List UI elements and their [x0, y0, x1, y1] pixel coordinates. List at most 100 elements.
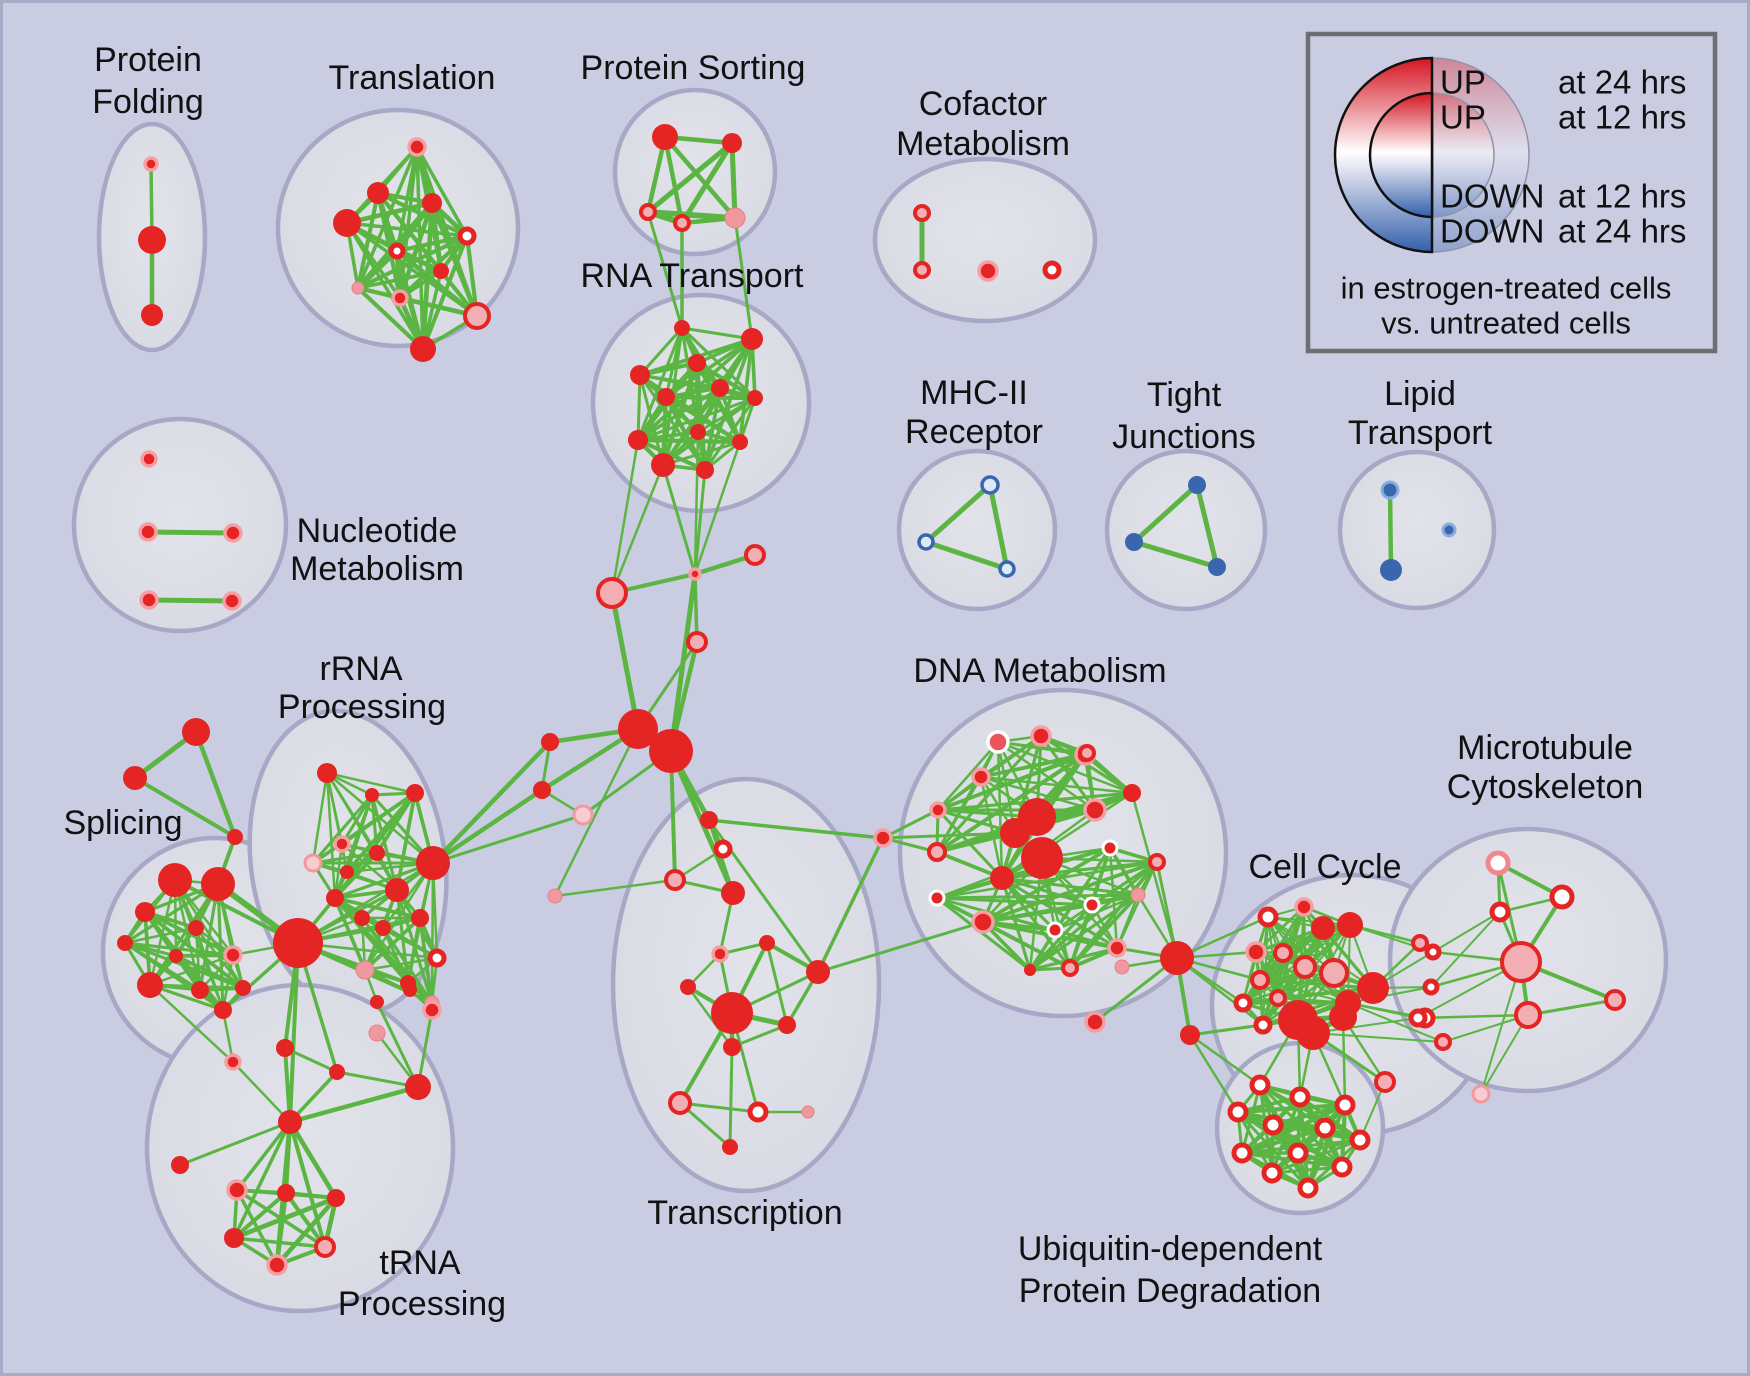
gene-node-ub1: [1249, 1074, 1271, 1096]
edge-line: [1442, 1014, 1529, 1043]
edge-line: [1130, 791, 1179, 960]
gene-node-sp6: [169, 949, 183, 963]
legend-row-time-3: at 24 hrs: [1558, 213, 1686, 250]
gene-node-rr2: [365, 788, 379, 802]
gene-node-tc10: [711, 992, 753, 1034]
edge-line: [923, 539, 1010, 572]
gene-node-rt11: [651, 453, 675, 477]
gene-node-rr15: [355, 960, 375, 980]
edge-line: [730, 1023, 789, 1049]
edge-line: [635, 437, 743, 445]
edge-line: [1259, 979, 1349, 1004]
gene-node-rr1: [317, 763, 337, 783]
edge-line: [987, 482, 1010, 572]
edge-line: [363, 956, 439, 972]
edge-line: [1526, 998, 1617, 1017]
edge-line: [345, 221, 425, 351]
gene-node-rt6: [657, 388, 675, 406]
edge-line: [1194, 482, 1220, 570]
gene-node-cy10: [1250, 970, 1270, 990]
gene-node-tn6: [368, 1024, 386, 1042]
gene-node-rt2: [741, 328, 763, 350]
edge-line: [133, 776, 237, 839]
gene-node-dm11: [1101, 839, 1119, 857]
cluster-ellipse-cofactor-metabolism: [872, 156, 1098, 324]
gene-node-tn4: [403, 983, 417, 997]
edge-line: [146, 597, 235, 604]
gene-node-tl7: [433, 263, 449, 279]
edge-line: [935, 734, 1043, 854]
gene-node-rt1: [674, 320, 690, 336]
gene-node-sp5: [117, 935, 133, 951]
edge-line: [661, 463, 697, 576]
edge-line: [381, 926, 434, 1005]
gene-node-ch3: [572, 804, 594, 826]
edge-line: [143, 910, 235, 957]
edge-line: [287, 1119, 339, 1201]
gene-node-st2: [123, 766, 147, 790]
edge-line: [923, 482, 993, 545]
edge-line: [678, 1101, 760, 1114]
edge-line: [1480, 961, 1522, 1095]
gene-node-tc14: [747, 1101, 769, 1123]
gene-node-hb1: [618, 709, 658, 749]
edge-line: [145, 529, 236, 536]
edge-line: [1296, 1138, 1362, 1155]
gene-node-ps4: [673, 214, 691, 232]
gene-node-cy12: [1233, 993, 1253, 1013]
edge-line: [703, 337, 754, 472]
edge-line: [231, 1060, 292, 1124]
edge-line: [311, 851, 379, 865]
gene-node-rr7: [340, 865, 354, 879]
cluster-label-protein-sorting: Protein Sorting: [581, 49, 806, 87]
gene-node-rr6: [369, 845, 385, 861]
cluster-label-rrna-processing: Processing: [278, 688, 446, 726]
edge-line: [636, 373, 642, 442]
gene-node-cy2: [1294, 897, 1314, 917]
gene-node-mt5: [1514, 1001, 1542, 1029]
gene-node-mt4: [1500, 941, 1542, 983]
gene-node-rr3: [406, 784, 424, 802]
edge-line: [707, 818, 885, 840]
gene-node-tl1: [407, 137, 427, 157]
gene-node-cn1: [1160, 941, 1194, 975]
gene-node-dm9: [927, 842, 947, 862]
gene-node-dm10: [990, 866, 1014, 890]
gene-node-rt3: [688, 354, 706, 372]
gene-node-dm12: [928, 889, 946, 907]
cluster-label-microtubule-cytoskeleton: Cytoskeleton: [1447, 768, 1644, 806]
gene-node-dm6: [1123, 784, 1141, 802]
gene-node-dm24: [1084, 1011, 1106, 1033]
edge-line: [636, 337, 754, 442]
edge-line: [663, 394, 758, 401]
gene-node-cy14: [1253, 1015, 1273, 1035]
gene-node-dm20: [1061, 959, 1079, 977]
edge-line: [693, 468, 707, 576]
edge-line: [661, 440, 742, 467]
edge-line: [231, 1195, 339, 1241]
gene-node-pf2: [138, 226, 166, 254]
gene-node-ub7: [1349, 1129, 1371, 1151]
gene-node-ub9: [1287, 1142, 1309, 1164]
edge-line: [231, 1190, 289, 1241]
gene-node-sp4: [188, 920, 204, 936]
edge-line: [661, 396, 757, 467]
gene-node-sp8: [137, 972, 163, 998]
cluster-label-splicing: Splicing: [63, 804, 182, 842]
gene-node-dm22: [1148, 853, 1166, 871]
gene-node-cy7: [1293, 955, 1317, 979]
gene-node-rt12: [696, 461, 714, 479]
gene-node-dm13: [971, 910, 995, 934]
edge-line: [355, 248, 400, 291]
gene-node-tc6: [711, 945, 729, 963]
gene-node-tj1: [1188, 476, 1206, 494]
gene-node-tc4: [547, 888, 563, 904]
gene-node-mt2: [1549, 884, 1575, 910]
gene-node-tb6: [266, 1254, 288, 1276]
edge-line: [1188, 1033, 1240, 1114]
gene-node-br3: [1408, 1008, 1428, 1028]
edge-line: [646, 210, 684, 330]
gene-node-mt1: [1485, 850, 1511, 876]
